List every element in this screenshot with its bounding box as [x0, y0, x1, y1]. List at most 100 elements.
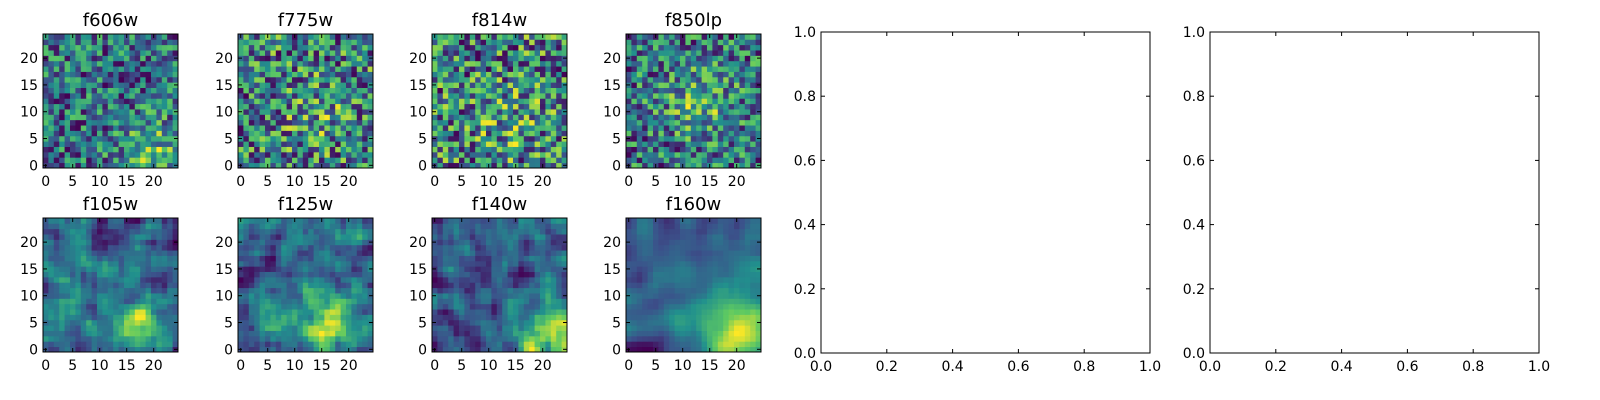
heatmap-cell [286, 114, 293, 121]
heatmap-cell [254, 98, 260, 105]
heatmap-cell [107, 87, 114, 94]
heatmap-cell [91, 146, 98, 153]
heatmap-cell [744, 287, 751, 294]
heatmap-cell [86, 287, 92, 294]
heatmap-cell [545, 50, 552, 56]
heatmap-cell [680, 114, 686, 121]
heatmap-cell [723, 276, 729, 283]
heatmap-cell [518, 293, 525, 299]
heatmap-cell [70, 341, 76, 348]
heatmap-cell [265, 119, 271, 126]
heatmap-cell [346, 146, 352, 153]
heatmap-cell [523, 335, 530, 342]
heatmap-cell [281, 34, 287, 40]
heatmap-cell [292, 319, 298, 326]
heatmap-cell [356, 103, 363, 110]
heatmap-cell [102, 103, 109, 110]
heatmap-cell [529, 66, 535, 72]
heatmap-cell [292, 103, 298, 110]
heatmap-cell [161, 146, 168, 153]
heatmap-cell [642, 55, 648, 62]
heatmap-cell [540, 266, 546, 272]
x-tick-label: 0 [624, 174, 633, 190]
heatmap-cell [529, 135, 535, 142]
heatmap-cell [43, 244, 49, 251]
heatmap-cell [313, 92, 320, 99]
heatmap-cell [292, 71, 298, 78]
heatmap-cell [669, 335, 675, 342]
heatmap-cell [53, 234, 60, 240]
heatmap-cell [86, 266, 92, 272]
heatmap-cell [59, 325, 65, 331]
heatmap-cell [626, 157, 632, 164]
heatmap-cell [728, 276, 735, 283]
heatmap-cell [518, 298, 525, 305]
heatmap-cell [707, 66, 713, 72]
heatmap-cell [286, 130, 293, 137]
heatmap-cell [432, 60, 438, 67]
heatmap-cell [728, 309, 735, 315]
heatmap-cell [161, 218, 168, 224]
heatmap-cell [97, 255, 103, 262]
heatmap-cell [340, 92, 347, 99]
heatmap-cell [518, 319, 525, 326]
x-tick-label: 15 [507, 174, 525, 190]
heatmap-cell [97, 293, 103, 299]
heatmap-cell [335, 218, 341, 224]
heatmap-cell [140, 239, 146, 246]
heatmap-cell [346, 325, 352, 331]
heatmap-cell [43, 103, 49, 110]
heatmap-cell [561, 44, 568, 51]
heatmap-cell [319, 130, 325, 137]
heatmap-cell [275, 298, 282, 305]
heatmap-cell [356, 157, 363, 164]
heatmap-cell [281, 92, 287, 99]
heatmap-cell [53, 271, 60, 278]
heatmap-cell [134, 135, 141, 142]
heatmap-cell [712, 319, 719, 326]
heatmap-cell [145, 92, 152, 99]
heatmap-cell [151, 39, 157, 46]
heatmap-cell [480, 218, 487, 224]
heatmap-cell [480, 319, 487, 326]
heatmap-cell [550, 260, 557, 267]
heatmap-cell [707, 39, 713, 46]
heatmap-cell [48, 239, 55, 246]
heatmap-cell [248, 346, 255, 353]
heatmap-cell [75, 125, 82, 131]
heatmap-cell [302, 162, 309, 169]
heatmap-cell [286, 287, 293, 294]
heatmap-cell [480, 346, 487, 353]
heatmap-cell [701, 287, 708, 294]
heatmap-cell [124, 319, 130, 326]
heatmap-cell [324, 103, 331, 110]
y-tick-label: 15 [603, 78, 621, 94]
heatmap-cell [134, 282, 141, 289]
heatmap-cell [340, 119, 347, 126]
heatmap-cell [292, 66, 298, 72]
heatmap-cell [459, 141, 465, 147]
heatmap-cell [367, 66, 374, 72]
heatmap-cell [161, 223, 168, 230]
heatmap-cell [631, 271, 638, 278]
heatmap-cell [529, 44, 535, 51]
heatmap-cell [275, 319, 282, 326]
heatmap-cell [340, 39, 347, 46]
heatmap-cell [734, 151, 740, 158]
heatmap-cell [270, 103, 277, 110]
heatmap-cell [86, 335, 92, 342]
heatmap-cell [561, 130, 568, 137]
heatmap-cell [362, 119, 368, 126]
heatmap-cell [486, 125, 492, 131]
heatmap-cell [324, 223, 331, 230]
heatmap-cell [507, 71, 514, 78]
heatmap-cell [134, 234, 141, 240]
heatmap-cell [329, 157, 336, 164]
heatmap-cell [545, 255, 552, 262]
heatmap-cell [728, 325, 735, 331]
heatmap-cell [469, 266, 476, 272]
heatmap-cell [647, 325, 654, 331]
heatmap-cell [238, 50, 244, 56]
heatmap-cell [712, 146, 719, 153]
heatmap-cell [265, 309, 271, 315]
